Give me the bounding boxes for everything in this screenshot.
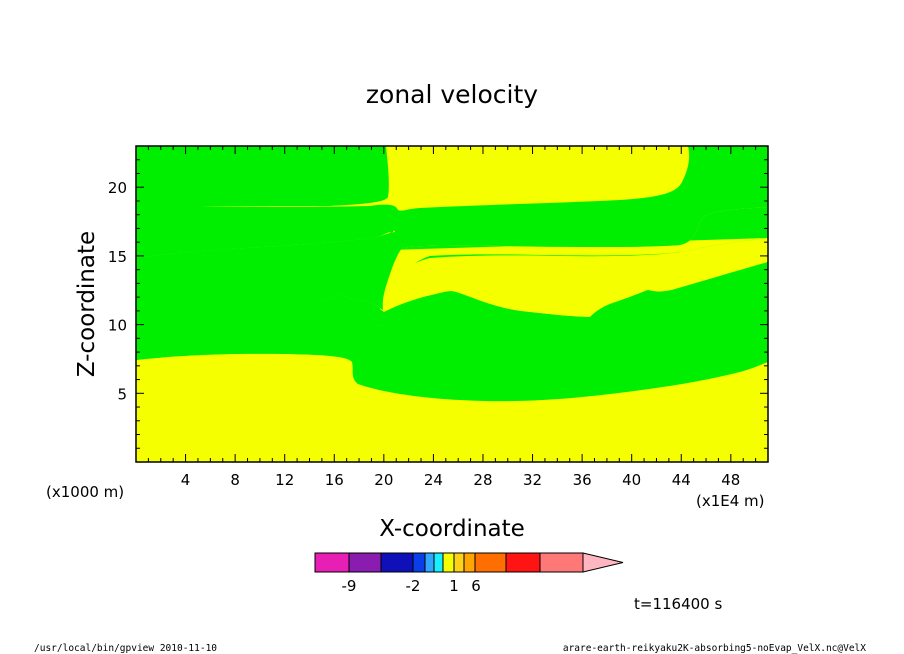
x-tick-label: 44 [672,471,691,489]
x-tick-label: 24 [424,471,443,489]
x-tick-label: 40 [622,471,641,489]
x-tick-label: 36 [573,471,592,489]
colorbar-swatch [463,552,476,573]
colorbar-swatch [453,552,465,573]
plot-frame [135,145,769,463]
region-green-top-left [136,146,389,206]
x-tick-label: 32 [523,471,542,489]
colorbar-labels: -9 -2 1 6 [342,577,481,595]
y-axis-ticks [136,159,768,449]
y-axis-title: Z-coordinate [74,231,100,377]
plot-area [135,145,769,463]
colorbar-swatch [505,552,541,573]
x-axis-ticks [147,146,757,462]
colorbar-swatch [474,552,507,573]
x-tick-label: 16 [325,471,344,489]
colorbar-swatch [433,552,444,573]
region-yellow-tongue [380,238,768,317]
y-tick-label: 5 [117,385,127,403]
colorbar-label: 6 [471,577,481,595]
y-axis-tick-labels: 5 10 15 20 [108,179,127,403]
chart-title: zonal velocity [366,80,538,109]
x-unit-note: (x1E4 m) [696,492,765,510]
time-label: t=116400 s [634,595,722,613]
footer-right: arare-earth-reikyaku2K-absorbing5-noEvap… [563,643,866,654]
colorbar-swatch [539,552,584,573]
x-tick-label: 28 [473,471,492,489]
colorbar-label: 1 [449,577,459,595]
y-tick-label: 10 [108,317,127,335]
colorbar-extend-arrow [582,552,624,573]
colorbar-swatch [380,552,414,573]
region-green-upper-band [136,146,768,258]
x-axis-title: X-coordinate [379,516,525,542]
x-tick-label: 20 [374,471,393,489]
colorbar-swatch [424,552,435,573]
x-tick-label: 4 [181,471,191,489]
colorbar-swatch [442,552,455,573]
colorbar-swatch [314,552,350,573]
x-tick-label: 48 [721,471,740,489]
colorbar-label: -2 [406,577,421,595]
colorbar-swatch [348,552,382,573]
region-green-left-middle [136,232,402,360]
y-tick-label: 20 [108,179,127,197]
x-tick-label: 8 [230,471,240,489]
y-tick-label: 15 [108,248,127,266]
colorbar [314,552,624,573]
footer-left: /usr/local/bin/gpview 2010-11-10 [34,643,217,654]
colorbar-label: -9 [342,577,357,595]
x-tick-label: 12 [275,471,294,489]
x-axis-tick-labels: 4 8 12 16 20 24 28 32 36 40 44 48 [181,471,741,489]
y-unit-note: (x1000 m) [46,483,124,501]
colorbar-swatch [412,552,426,573]
